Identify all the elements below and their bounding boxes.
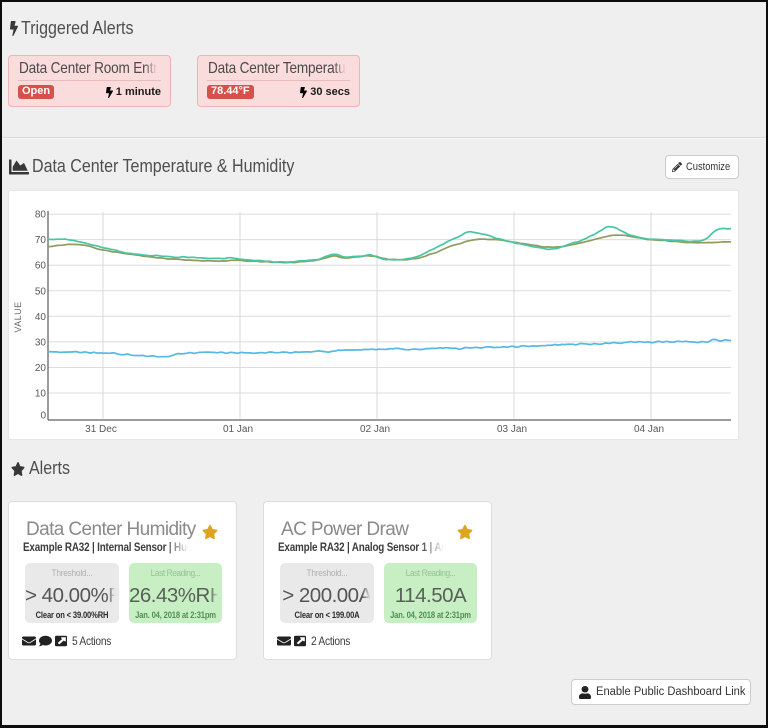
svg-text:40: 40 xyxy=(35,312,47,323)
svg-text:20: 20 xyxy=(35,363,47,374)
svg-text:10: 10 xyxy=(35,389,47,400)
svg-text:80: 80 xyxy=(35,210,47,221)
svg-text:01 Jan: 01 Jan xyxy=(223,424,253,435)
svg-text:VALUE: VALUE xyxy=(13,301,23,332)
svg-text:0: 0 xyxy=(40,411,46,422)
svg-text:30: 30 xyxy=(35,337,47,348)
svg-text:04 Jan: 04 Jan xyxy=(634,424,664,435)
svg-text:60: 60 xyxy=(35,261,47,272)
svg-text:50: 50 xyxy=(35,286,47,297)
svg-text:03 Jan: 03 Jan xyxy=(497,424,527,435)
svg-text:02 Jan: 02 Jan xyxy=(360,424,390,435)
svg-text:31 Dec: 31 Dec xyxy=(85,424,117,435)
svg-text:70: 70 xyxy=(35,235,47,246)
